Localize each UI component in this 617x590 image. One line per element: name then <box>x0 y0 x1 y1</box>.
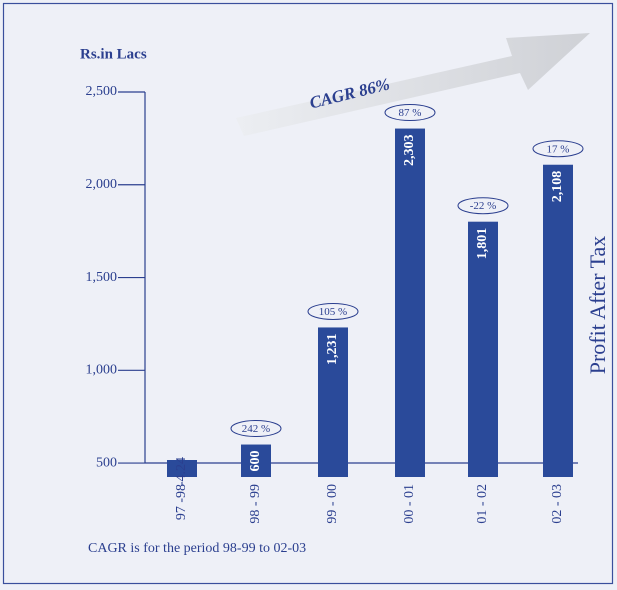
growth-badge <box>532 140 584 158</box>
growth-label: 242 % <box>242 423 270 435</box>
x-tick-label: 02 - 03 <box>550 484 565 524</box>
growth-label: 87 % <box>399 107 422 119</box>
cagr-arrow <box>236 33 590 136</box>
footnote: CAGR is for the period 98-99 to 02-03 <box>88 541 306 556</box>
value-label: 1,231 <box>325 333 340 365</box>
bar <box>318 327 348 477</box>
bar <box>468 221 498 477</box>
growth-badge <box>230 420 282 438</box>
bar <box>241 444 271 477</box>
bar <box>167 460 197 477</box>
growth-label: 17 % <box>547 143 570 155</box>
value-label: 600 <box>248 451 263 472</box>
y-tick-label: 2,000 <box>86 177 118 192</box>
growth-label: 105 % <box>319 306 347 318</box>
y-tick-label: 1,500 <box>86 270 118 285</box>
growth-badge <box>457 197 509 215</box>
y-tick-label: 1,000 <box>86 363 118 378</box>
growth-label: -22 % <box>470 200 497 212</box>
x-tick-label: 97 -98 <box>174 484 189 520</box>
x-tick-label: 98 - 99 <box>248 484 263 524</box>
x-tick-label: 00 - 01 <box>402 484 417 524</box>
value-label: 2,303 <box>402 135 417 167</box>
y-tick-label: 2,500 <box>86 84 118 99</box>
growth-badge <box>384 104 436 122</box>
side-title: Profit After Tax <box>585 236 610 375</box>
bar <box>395 128 425 477</box>
y-tick-label: 500 <box>96 455 117 470</box>
bar <box>543 164 573 477</box>
y-axis-title: Rs.in Lacs <box>80 46 147 62</box>
growth-badge <box>307 302 359 320</box>
x-tick-label: 99 - 00 <box>325 484 340 524</box>
value-label: 1,801 <box>475 228 490 260</box>
value-label: 2,108 <box>550 171 565 203</box>
value-label: -4.24 <box>174 457 189 486</box>
x-tick-label: 01 - 02 <box>475 484 490 524</box>
